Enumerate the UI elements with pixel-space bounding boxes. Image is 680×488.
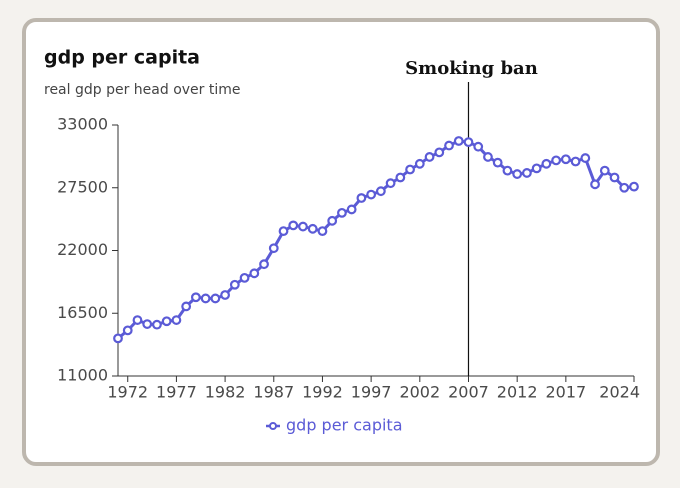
point (405, 164, 415, 175)
point (453, 136, 464, 146)
point (122, 325, 133, 336)
x-tick-label: 1982 (205, 383, 246, 402)
point (609, 172, 620, 183)
point (259, 259, 269, 270)
point (483, 152, 493, 162)
point (599, 165, 610, 176)
point (356, 193, 367, 203)
point (580, 153, 591, 163)
x-tick-label: 1997 (351, 383, 392, 402)
chart-title: gdp per capita (44, 47, 200, 69)
x-tick-label: 1992 (302, 383, 343, 402)
point (444, 140, 454, 151)
point (551, 155, 562, 166)
point (200, 293, 211, 304)
y-tick-label: 27500 (57, 177, 108, 196)
y-tick-label: 22000 (57, 240, 108, 259)
point (307, 223, 318, 234)
point (190, 292, 201, 303)
point (181, 301, 192, 312)
point (171, 315, 182, 325)
point (570, 156, 581, 167)
point (132, 315, 143, 325)
point (220, 290, 230, 300)
x-tick-label: 2007 (448, 383, 489, 402)
legend-marker (269, 422, 277, 430)
point (560, 154, 571, 165)
point (152, 319, 162, 330)
x-tick-label: 2017 (545, 383, 586, 402)
point (317, 226, 328, 237)
point (619, 182, 630, 193)
y-tick-label: 11000 (57, 366, 108, 385)
point (229, 279, 240, 290)
point (541, 158, 552, 169)
card (22, 18, 660, 466)
point (492, 157, 503, 168)
point (142, 319, 153, 329)
point (395, 172, 406, 183)
point (113, 333, 123, 344)
x-tick-label: 1977 (156, 383, 197, 402)
x-tick-label: 2002 (399, 383, 440, 402)
x-tick-label: 1972 (107, 383, 148, 402)
point (327, 215, 338, 226)
point (366, 189, 377, 200)
point (337, 207, 347, 218)
point (346, 204, 357, 215)
y-tick-label: 33000 (57, 115, 108, 134)
point (424, 152, 435, 162)
point (531, 163, 542, 174)
point (590, 179, 600, 190)
point (522, 168, 532, 178)
point (298, 221, 308, 232)
point (629, 181, 639, 192)
point (239, 272, 250, 283)
point (414, 158, 425, 169)
point (375, 186, 386, 197)
point (385, 178, 396, 189)
legend-label: gdp per capita (286, 416, 403, 435)
x-tick-label: 2012 (497, 383, 538, 402)
point (434, 147, 445, 158)
point (210, 293, 221, 304)
point (473, 141, 484, 152)
point (161, 316, 172, 327)
annotation-text: Smoking ban (405, 58, 538, 79)
point (502, 165, 513, 176)
y-tick-label: 16500 (57, 303, 108, 322)
x-tick-label: 1987 (253, 383, 294, 402)
point (278, 226, 289, 237)
point (288, 220, 299, 231)
point (249, 268, 260, 279)
chart-subtitle: real gdp per head over time (44, 82, 241, 98)
point (512, 169, 523, 179)
point (463, 137, 474, 148)
x-tick-label: 2024 (599, 383, 640, 402)
point (268, 243, 279, 254)
